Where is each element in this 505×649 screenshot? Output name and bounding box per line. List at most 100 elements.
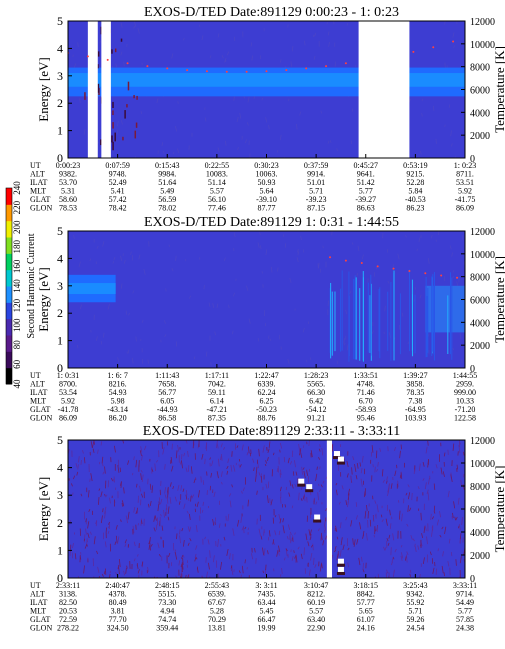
texture-streak xyxy=(431,525,434,529)
orbit-value: -41.78 xyxy=(58,405,79,414)
texture-streak xyxy=(102,508,104,513)
texture-streak xyxy=(154,515,157,521)
y-right-tick-label: 10000 xyxy=(470,459,495,470)
texture-streak xyxy=(322,245,324,249)
texture-streak xyxy=(160,498,163,505)
texture-streak xyxy=(427,463,429,468)
texture-streak xyxy=(361,556,363,562)
texture-streak xyxy=(421,112,423,117)
texture-streak xyxy=(310,544,313,548)
texture-streak xyxy=(359,462,362,467)
orbit-value: 74.74 xyxy=(158,615,176,624)
orbit-value: 999.00 xyxy=(454,388,476,397)
texture-streak xyxy=(121,500,125,507)
orbit-row-label: ALT xyxy=(30,380,45,389)
texture-streak xyxy=(335,489,338,496)
y-right-tick-label: 4000 xyxy=(470,528,490,539)
texture-streak xyxy=(323,519,326,527)
texture-streak xyxy=(278,530,281,536)
texture-streak xyxy=(276,467,279,473)
texture-streak xyxy=(79,98,81,104)
texture-streak xyxy=(120,51,123,56)
texture-streak xyxy=(244,526,247,530)
texture-streak xyxy=(246,452,249,456)
texture-streak xyxy=(452,347,455,351)
orbit-value: 88.76 xyxy=(258,414,276,423)
texture-streak xyxy=(128,312,131,316)
temperature-point xyxy=(432,46,435,49)
texture-streak xyxy=(149,536,151,543)
texture-streak xyxy=(91,441,95,448)
orbit-value: 24.54 xyxy=(406,624,424,633)
texture-streak xyxy=(262,570,265,574)
texture-streak xyxy=(107,525,110,529)
orbit-value: 87.77 xyxy=(258,204,276,213)
texture-streak xyxy=(387,280,390,284)
orbit-value: 78.35 xyxy=(406,388,424,397)
texture-streak xyxy=(147,359,150,364)
y-tick-label: 1 xyxy=(57,543,63,557)
texture-streak xyxy=(139,450,142,456)
texture-streak xyxy=(265,483,268,489)
texture-streak xyxy=(179,535,182,544)
orbit-value: 54.93 xyxy=(109,388,127,397)
texture-streak xyxy=(347,488,350,496)
orbit-value: -54.12 xyxy=(306,405,327,414)
texture-streak xyxy=(294,555,297,559)
texture-streak xyxy=(408,98,411,103)
texture-streak xyxy=(220,471,223,477)
texture-streak xyxy=(190,466,193,474)
texture-streak xyxy=(347,501,349,508)
texture-streak xyxy=(372,515,375,522)
texture-streak xyxy=(178,501,181,505)
orbit-value: 51.42 xyxy=(357,178,375,187)
texture-streak xyxy=(139,485,142,492)
texture-streak xyxy=(350,475,352,482)
texture-streak xyxy=(82,450,84,454)
orbit-value: 66.47 xyxy=(258,615,276,624)
texture-streak xyxy=(247,499,250,507)
texture-streak xyxy=(164,464,166,470)
orbit-value: 66.30 xyxy=(307,388,325,397)
texture-streak xyxy=(414,287,417,290)
orbit-value: 91.21 xyxy=(307,414,325,423)
texture-streak xyxy=(317,528,320,532)
texture-streak xyxy=(213,491,216,497)
texture-streak xyxy=(141,520,143,525)
texture-streak xyxy=(135,459,138,468)
texture-streak xyxy=(115,572,118,576)
texture-streak xyxy=(169,482,172,487)
texture-streak xyxy=(229,553,231,560)
texture-streak xyxy=(389,523,392,530)
texture-streak xyxy=(79,304,82,310)
texture-streak xyxy=(80,460,82,465)
texture-streak xyxy=(209,550,211,558)
burst-mark xyxy=(112,110,114,116)
texture-streak xyxy=(118,567,120,575)
texture-streak xyxy=(93,440,95,445)
temperature-point xyxy=(329,256,332,259)
texture-streak xyxy=(391,558,394,563)
texture-streak xyxy=(187,497,190,502)
orbit-row-label: GLAT xyxy=(30,405,51,414)
orbit-value: 58.60 xyxy=(59,195,77,204)
texture-streak xyxy=(78,456,80,463)
orbit-value: 1: 0:31 xyxy=(57,371,79,380)
texture-streak xyxy=(75,463,78,468)
orbit-row-label: ALT xyxy=(30,170,45,179)
texture-streak xyxy=(102,241,105,247)
texture-streak xyxy=(141,319,144,324)
texture-streak xyxy=(236,116,239,123)
orbit-value: 22.90 xyxy=(307,624,325,633)
texture-streak xyxy=(149,483,152,490)
texture-streak xyxy=(197,567,199,573)
burst-mark xyxy=(135,122,138,128)
texture-streak xyxy=(93,536,96,545)
y-right-tick-label: 2000 xyxy=(470,341,490,352)
orbit-value: 59.26 xyxy=(406,615,424,624)
texture-streak xyxy=(181,528,184,532)
texture-streak xyxy=(398,325,401,330)
orbit-value: 7042. xyxy=(208,380,226,389)
texture-streak xyxy=(83,534,86,543)
texture-streak xyxy=(346,460,349,468)
